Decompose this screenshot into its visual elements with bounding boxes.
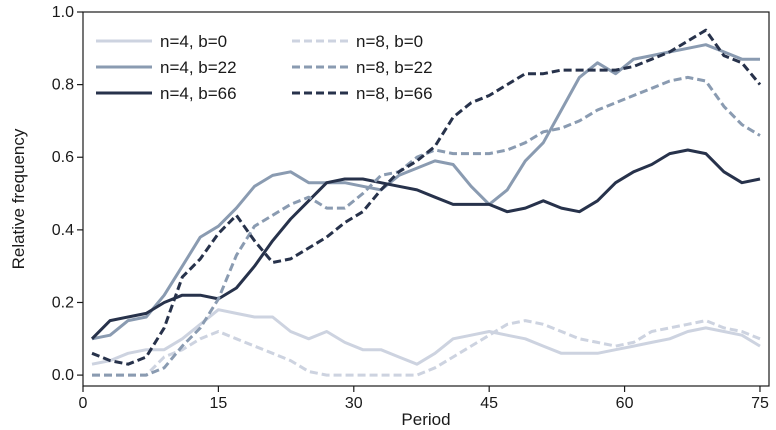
legend: n=4, b=0 n=4, b=22 n=4, b=66 n=8, b=0 n=8, b… xyxy=(96,32,433,103)
series-line-n-4-b-22 xyxy=(91,43,760,341)
legend-label: n=8, b=22 xyxy=(356,58,433,77)
series-line-n-8-b-22 xyxy=(92,75,761,377)
y-tick-label: 0.8 xyxy=(52,77,74,94)
y-tick-label: 0.4 xyxy=(52,222,74,239)
x-axis-title: Period xyxy=(401,410,450,429)
series-line-n-4-b-66 xyxy=(90,148,761,340)
x-tick-label: 30 xyxy=(345,395,363,412)
y-axis-title: Relative frequency xyxy=(9,128,28,269)
legend-label: n=4, b=66 xyxy=(160,84,237,103)
legend-label: n=4, b=0 xyxy=(160,32,227,51)
y-axis: 0.0 0.2 0.4 0.6 0.8 1.0 xyxy=(52,4,83,384)
plot-frame xyxy=(82,11,770,387)
x-tick-label: 60 xyxy=(616,395,634,412)
y-tick-label: 0.0 xyxy=(52,367,74,384)
legend-label: n=4, b=22 xyxy=(160,58,237,77)
y-tick-label: 1.0 xyxy=(52,4,74,21)
x-tick-label: 75 xyxy=(751,395,769,412)
x-tick-label: 15 xyxy=(209,395,227,412)
y-tick-label: 0.2 xyxy=(52,294,74,311)
x-tick-label: 45 xyxy=(480,395,498,412)
series-line-n-8-b-0 xyxy=(92,319,761,377)
legend-label: n=8, b=66 xyxy=(356,84,433,103)
x-tick-label: 0 xyxy=(79,395,88,412)
series-line-n-8-b-66 xyxy=(91,28,762,366)
x-axis: 0 15 30 45 60 75 xyxy=(79,386,769,412)
legend-label: n=8, b=0 xyxy=(356,32,423,51)
y-tick-label: 0.6 xyxy=(52,149,74,166)
series-layer xyxy=(90,28,762,377)
